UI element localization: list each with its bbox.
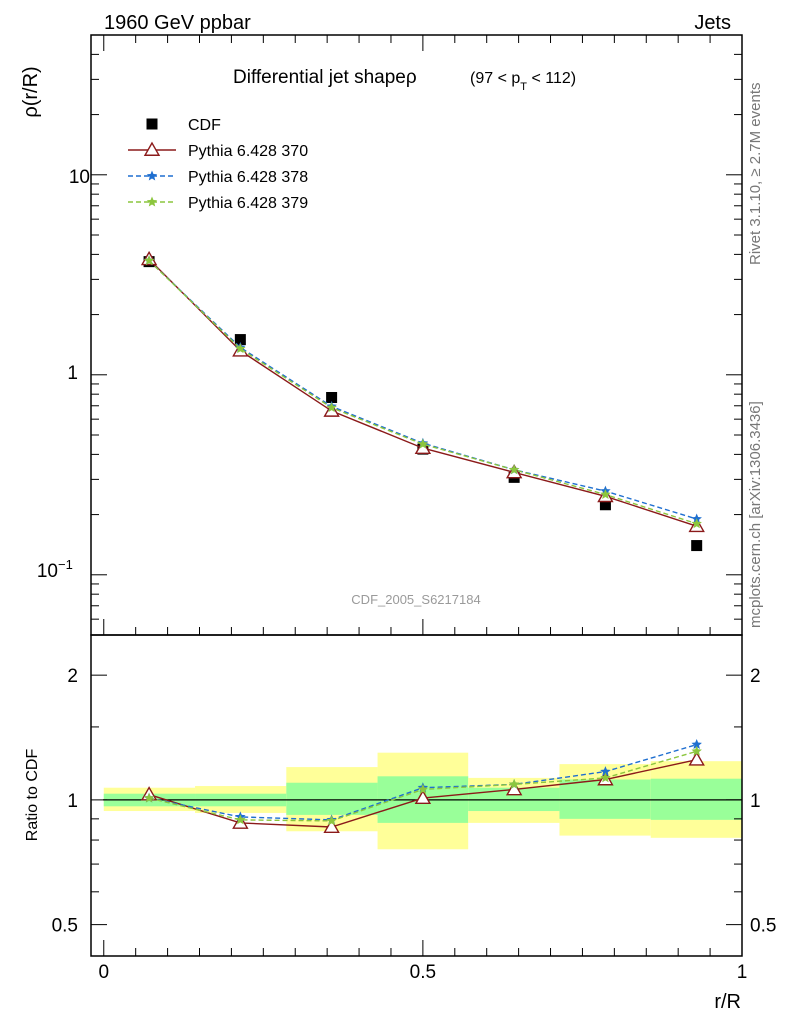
- y-tick-label-0.1-exponent: −1: [58, 557, 73, 572]
- process-label: Jets: [694, 12, 731, 34]
- y-tick-label-1: 1: [67, 363, 78, 384]
- ratio-series-pythia-6-428-379: [143, 745, 702, 826]
- data-point-pythia-6-428-379: [326, 402, 337, 413]
- ratio-point-pythia-6-428-379: [235, 814, 246, 825]
- ratio-y-tick-label-left: 1: [67, 791, 78, 812]
- ratio-plot-area: [103, 739, 742, 850]
- legend: CDF Pythia 6.428 370 Pythia 6.428 378 Pythi…: [128, 117, 308, 212]
- y-tick-label-10: 10: [69, 167, 90, 188]
- main-plot-area: [140, 250, 705, 552]
- series-pythia-6-428-378: [143, 255, 702, 524]
- main-y-axis-label: ρ(r/R): [20, 66, 42, 117]
- data-point-pythia-6-428-370: [414, 439, 432, 455]
- data-point-cdf: [691, 540, 703, 552]
- x-tick-label: 1: [737, 962, 748, 983]
- ratio-y-tick-label-right: 1: [750, 791, 761, 812]
- x-tick-label: 0: [98, 962, 109, 983]
- legend-item-pythia-6-428-379: Pythia 6.428 379: [128, 195, 308, 212]
- ratio-frame: [90, 634, 743, 957]
- ratio-point-pythia-6-428-370: [505, 780, 523, 796]
- legend-marker-pythia-6-428-378: [146, 170, 158, 181]
- legend-item-pythia-6-428-378: Pythia 6.428 378: [128, 169, 308, 186]
- uncertainty-band-inner: [559, 779, 651, 819]
- legend-label-pythia-6-428-370: Pythia 6.428 370: [188, 143, 308, 160]
- x-tick-label: 0.5: [410, 962, 436, 983]
- series-cdf: [143, 256, 703, 552]
- analysis-watermark: CDF_2005_S6217184: [351, 592, 480, 607]
- data-point-pythia-6-428-379: [691, 518, 702, 529]
- legend-marker-pythia-6-428-370: [143, 141, 161, 156]
- ratio-y-tick-label-left: 2: [67, 666, 78, 687]
- series-line-pythia-6-428-378: [148, 260, 697, 520]
- series-line-pythia-6-428-370: [148, 258, 697, 527]
- legend-item-pythia-6-428-370: Pythia 6.428 370: [128, 141, 308, 160]
- legend-label-cdf: CDF: [188, 117, 221, 134]
- ratio-point-pythia-6-428-378: [691, 739, 702, 750]
- legend-marker-pythia-6-428-379: [146, 196, 158, 207]
- series-line-pythia-6-428-379: [148, 260, 697, 525]
- main-panel: ρ(r/R) 10 1 10 −1 Differential jet shape…: [20, 34, 743, 636]
- y-tick-label-0.1-base: 10: [37, 561, 58, 582]
- data-point-pythia-6-428-379: [417, 438, 429, 449]
- uncertainty-band-inner: [650, 778, 742, 820]
- ratio-point-pythia-6-428-370: [688, 751, 705, 766]
- series-pythia-6-428-370: [140, 250, 705, 533]
- chart-title-cut: (97 < pT < 112): [470, 70, 576, 93]
- legend-label-pythia-6-428-378: Pythia 6.428 378: [188, 169, 308, 186]
- ratio-y-tick-label-left: 0.5: [52, 916, 78, 937]
- ratio-point-pythia-6-428-379: [508, 778, 520, 789]
- ratio-panel: Ratio to CDF r/R 0.5 0.5 1 1 2 2 0 0.5 1: [24, 634, 777, 1013]
- x-axis-label: r/R: [714, 991, 741, 1013]
- data-point-pythia-6-428-379: [235, 343, 246, 354]
- data-point-pythia-6-428-379: [600, 489, 611, 499]
- data-point-pythia-6-428-379: [508, 464, 520, 475]
- energy-label: 1960 GeV ppbar: [104, 12, 251, 34]
- mcplots-source-label: mcplots.cern.ch [arXiv:1306.3436]: [747, 401, 764, 628]
- ratio-y-tick-label-right: 2: [750, 666, 761, 687]
- ratio-point-pythia-6-428-379: [691, 745, 702, 756]
- ratio-point-pythia-6-428-379: [143, 792, 155, 803]
- rivet-version-label: Rivet 3.1.10, ≥ 2.7M events: [747, 83, 764, 266]
- ratio-point-pythia-6-428-379: [417, 783, 429, 794]
- series-pythia-6-428-379: [143, 255, 702, 529]
- ratio-tick-labels: 0.5 0.5 1 1 2 2 0 0.5 1: [52, 666, 777, 983]
- legend-label-pythia-6-428-379: Pythia 6.428 379: [188, 195, 308, 212]
- ratio-point-pythia-6-428-370: [414, 789, 432, 805]
- ratio-y-tick-label-right: 0.5: [750, 916, 776, 937]
- data-point-cdf: [234, 334, 246, 346]
- ratio-point-pythia-6-428-378: [600, 766, 611, 777]
- data-point-cdf: [326, 391, 338, 403]
- ratio-point-pythia-6-428-379: [600, 772, 611, 783]
- ratio-point-pythia-6-428-379: [326, 815, 337, 826]
- data-point-pythia-6-428-379: [143, 255, 155, 266]
- legend-marker-cdf: [146, 118, 158, 130]
- ratio-point-pythia-6-428-370: [323, 818, 340, 833]
- ratio-y-axis-label: Ratio to CDF: [24, 749, 41, 842]
- chart-title: Differential jet shapeρ: [233, 67, 417, 88]
- data-point-cdf: [599, 499, 611, 511]
- main-axis-ticks: [91, 34, 743, 636]
- legend-item-cdf: CDF: [146, 117, 221, 134]
